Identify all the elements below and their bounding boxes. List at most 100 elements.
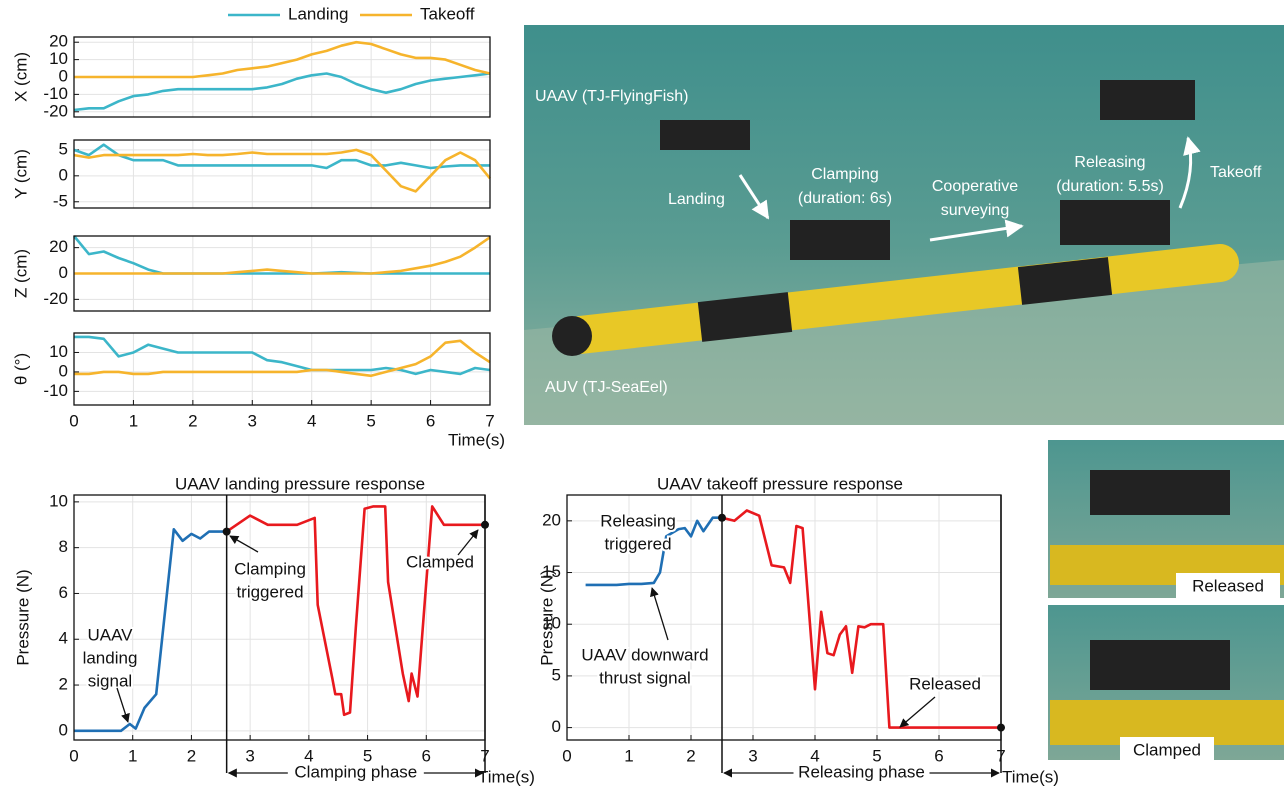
annotation: triggered [236,582,303,601]
photo-label: surveying [941,202,1009,219]
y-tick-label: 0 [59,720,68,739]
annotation-arrow [117,688,128,722]
annotation-arrow [230,536,258,552]
plot-frame [74,333,490,405]
y-tick-label: 6 [59,583,68,602]
y-tick-label: 0 [59,165,68,184]
drone [660,120,750,150]
y-axis-label: Y (cm) [11,149,30,199]
x-tick-label: 3 [245,746,254,765]
photo-label: (duration: 5.5s) [1056,178,1164,195]
photo-label: Releasing [1074,154,1145,171]
annotation: Released [909,674,981,693]
auv-segment [1020,276,1110,286]
series-line [74,237,490,273]
y-tick-label: 10 [49,342,68,361]
y-tick-label: 20 [49,237,68,256]
y-tick-label: 10 [49,491,68,510]
y-tick-label: 4 [59,629,68,648]
y-tick-label: -10 [43,381,68,400]
y-axis-label: θ (°) [11,353,30,385]
x-axis-label: Time(s) [478,767,535,786]
x-tick-label: 0 [69,411,78,430]
photo: UAAV (TJ-FlyingFish)LandingClamping(dura… [524,25,1284,425]
y-tick-label: -20 [43,101,68,120]
x-tick-label: 6 [422,746,431,765]
y-tick-label: 5 [59,139,68,158]
series-line [74,236,490,274]
y-axis-label: Z (cm) [11,249,30,298]
x-tick-label: 1 [128,746,137,765]
x-tick-label: 0 [562,746,571,765]
drone [790,220,890,260]
series-line [227,506,485,714]
y-tick-label: 0 [59,66,68,85]
annotation: triggered [604,534,671,553]
x-axis-label: Time(s) [448,430,505,449]
annotation-arrow [900,697,935,727]
annotation: thrust signal [599,668,691,687]
x-tick-label: 6 [934,746,943,765]
auv-nose [552,316,592,356]
figure: UAAV (TJ-FlyingFish) Landing Clamping (dura… [0,0,1284,791]
x-tick-label: 3 [248,411,257,430]
marker-dot [997,724,1005,732]
marker-dot [223,528,231,536]
photo-label: UAAV (TJ-FlyingFish) [535,88,689,105]
phase-label: Clamping phase [294,762,417,781]
y-tick-label: -20 [43,289,68,308]
y-tick-label: 5 [552,665,561,684]
y-tick-label: 0 [59,361,68,380]
thumbnail-label: Clamped [1133,740,1201,759]
x-tick-label: 1 [624,746,633,765]
series-line [74,150,490,192]
annotation: UAAV [87,625,133,644]
x-tick-label: 0 [69,746,78,765]
annotation: signal [88,671,132,690]
marker-dot [718,514,726,522]
annotation: Releasing [600,511,676,530]
annotation: Clamped [406,552,474,571]
annotation: UAAV downward [581,645,708,664]
y-axis-label: X (cm) [11,52,30,102]
x-tick-label: 2 [686,746,695,765]
phase-label: Releasing phase [798,762,925,781]
x-tick-label: 2 [187,746,196,765]
drone [1060,200,1170,245]
photo-label: Clamping [811,166,879,183]
thumbnail-label: Released [1192,576,1264,595]
x-tick-label: 2 [188,411,197,430]
legend-label: Landing [288,4,349,23]
x-tick-label: 5 [366,411,375,430]
y-tick-label: 20 [49,32,68,51]
photo-label: Takeoff [1210,164,1262,181]
marker-dot [481,521,489,529]
annotation: Clamping [234,559,306,578]
chart-title: UAAV landing pressure response [175,474,425,493]
y-axis-label: Pressure (N) [13,569,32,665]
photo-label: Cooperative [932,178,1018,195]
plot-frame [567,495,1001,740]
chart-title: UAAV takeoff pressure response [657,474,903,493]
series-line [74,337,490,374]
chart: 012345670246810Pressure (N)UAAV landing … [13,474,534,786]
y-tick-label: 10 [49,49,68,68]
auv-segment [700,312,790,322]
x-tick-label: 6 [426,411,435,430]
annotation-arrow [652,588,668,640]
x-tick-label: 7 [485,411,494,430]
annotation-arrow [458,530,478,555]
y-tick-label: -5 [53,191,68,210]
drone [1090,640,1230,690]
drone [1100,80,1195,120]
chart: 0123456705101520Pressure (N)UAAV takeoff… [537,474,1058,786]
y-tick-label: 2 [59,675,68,694]
y-axis-label: Pressure (N) [537,569,556,665]
thumbnails: Released Clamped [1048,440,1284,763]
photo-label: AUV (TJ-SeaEel) [545,379,668,396]
series-line [74,74,490,111]
